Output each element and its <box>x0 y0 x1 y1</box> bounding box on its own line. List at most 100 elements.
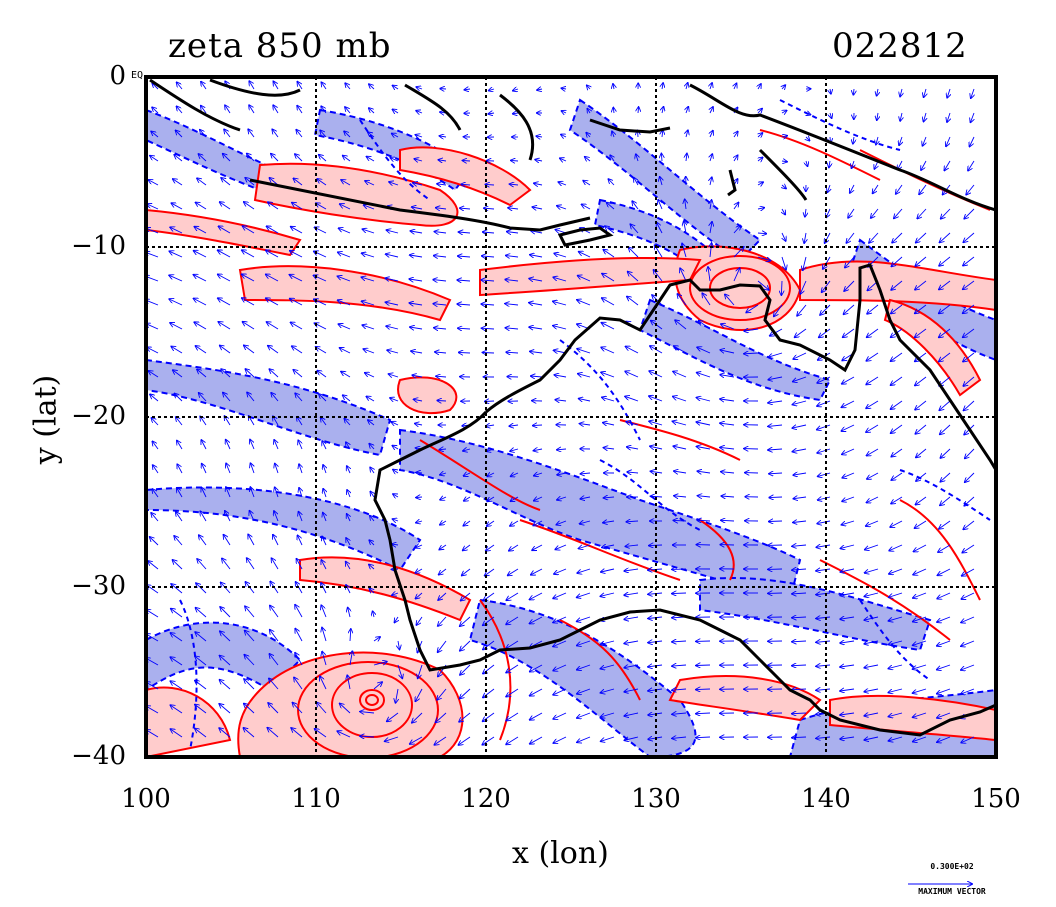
wind-vector <box>391 422 399 425</box>
wind-vector <box>817 376 831 383</box>
wind-vector <box>720 399 735 401</box>
wind-vector <box>531 568 543 575</box>
wind-vector <box>553 712 567 719</box>
wind-vector <box>842 496 855 501</box>
wind-vector <box>218 274 231 282</box>
wind-vector <box>971 112 975 122</box>
wind-vector <box>416 111 423 113</box>
wind-vector <box>397 664 402 678</box>
wind-vector <box>867 304 879 314</box>
wind-vector <box>320 676 327 690</box>
wind-vector <box>411 231 423 233</box>
wind-vector <box>915 328 927 337</box>
wind-vector <box>223 393 231 402</box>
wind-vector <box>891 352 903 361</box>
wind-vector <box>889 640 903 645</box>
wind-vector <box>195 681 207 690</box>
wind-vector <box>710 222 712 234</box>
wind-vector <box>626 347 639 354</box>
wind-vector <box>392 593 399 595</box>
wind-vector <box>554 253 567 258</box>
wind-vector <box>298 440 302 450</box>
wind-vector <box>416 473 423 474</box>
wind-vector <box>891 400 903 409</box>
wind-vector <box>177 488 183 498</box>
wind-vector <box>416 592 423 599</box>
wind-vector <box>896 184 903 194</box>
wind-vector <box>939 304 951 313</box>
wind-vector <box>769 352 783 357</box>
wind-vector <box>890 520 903 527</box>
wind-vector <box>433 280 447 281</box>
wind-vector <box>915 256 927 266</box>
wind-vector <box>486 425 495 426</box>
wind-vector <box>291 227 303 234</box>
wind-vector <box>964 208 975 219</box>
negative-vorticity-contours <box>179 99 991 751</box>
wind-vector <box>506 256 519 258</box>
wind-vector <box>579 252 591 258</box>
wind-vector <box>673 397 687 402</box>
wind-vector <box>579 544 591 549</box>
wind-vector <box>961 616 975 623</box>
wind-vector <box>508 568 519 575</box>
wind-vector <box>392 544 399 545</box>
wind-vector <box>889 568 903 574</box>
wind-vector <box>710 243 712 258</box>
wind-vector <box>624 569 639 571</box>
wind-vector <box>939 520 951 529</box>
wind-vector <box>266 298 279 306</box>
wind-vector <box>864 617 879 620</box>
wind-vector <box>171 729 183 738</box>
wind-vector <box>317 703 327 714</box>
wind-vector <box>412 375 423 377</box>
wind-vector <box>600 592 615 596</box>
wind-vector <box>867 496 879 503</box>
wind-vector <box>529 327 543 329</box>
wind-vector <box>937 616 951 622</box>
wind-vector <box>171 203 183 210</box>
wind-vector <box>531 231 543 233</box>
wind-vector <box>792 713 807 714</box>
wind-vector <box>151 131 159 138</box>
wind-vector <box>219 704 231 714</box>
y-tick-label: −40 <box>71 741 126 771</box>
wind-vector <box>530 688 543 696</box>
wind-vector <box>866 376 879 385</box>
wind-vector <box>361 277 375 282</box>
wind-vector <box>769 473 783 474</box>
wind-vector <box>485 184 495 185</box>
wind-vector <box>797 304 807 316</box>
wind-vector <box>577 592 591 597</box>
wind-vector <box>578 276 591 282</box>
wind-vector <box>721 520 735 521</box>
wind-vector <box>626 422 639 425</box>
wind-vector <box>604 497 615 498</box>
wind-vector <box>628 272 639 282</box>
wind-vector <box>841 544 855 548</box>
wind-vector <box>697 373 711 378</box>
wind-vector <box>272 558 279 570</box>
plot-title-timestamp: 022812 <box>832 26 968 66</box>
wind-vector <box>202 464 207 474</box>
wind-vector <box>864 665 879 668</box>
wind-vector <box>603 423 615 425</box>
wind-vector <box>150 394 159 402</box>
wind-vector <box>913 640 927 645</box>
wind-vector <box>662 107 664 114</box>
wind-vector <box>654 270 663 282</box>
wind-vector <box>697 398 711 402</box>
wind-vector <box>710 154 712 162</box>
wind-vector <box>557 206 567 209</box>
wind-vector <box>201 488 207 498</box>
wind-vector <box>720 350 735 353</box>
wind-vector <box>194 299 207 306</box>
wind-vector <box>585 157 591 161</box>
wind-vector <box>483 353 495 354</box>
wind-vector <box>248 535 255 546</box>
wind-vector <box>721 496 735 497</box>
wind-vector <box>460 688 471 699</box>
wind-vector <box>924 88 926 97</box>
wind-vector <box>871 208 879 218</box>
wind-vector <box>196 346 207 354</box>
